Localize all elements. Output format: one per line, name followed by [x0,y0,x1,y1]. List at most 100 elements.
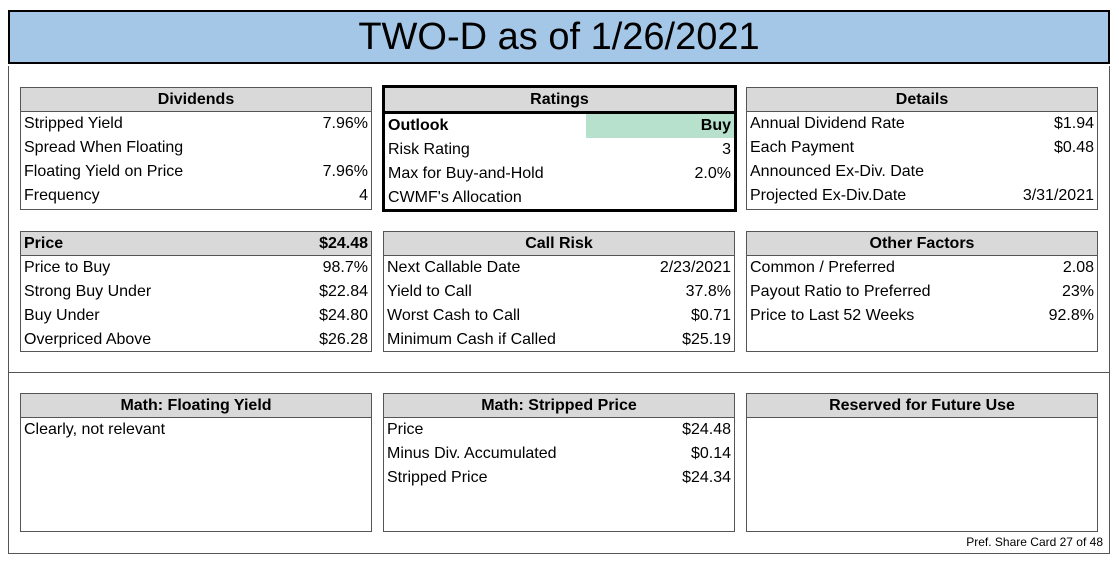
row-label: Strong Buy Under [24,283,152,300]
other-factors-panel: Other Factors Common / Preferred 2.08 Pay… [746,231,1098,352]
card-frame [8,66,1110,554]
row-value: $26.28 [319,331,368,348]
price-title-label: Price [24,234,64,252]
row-value: $24.80 [319,307,368,324]
row-label: Minimum Cash if Called [387,331,556,348]
row-value: $1.94 [1053,115,1094,132]
panel-title: Reserved for Future Use [747,394,1097,418]
price-row: Price to Buy 98.7% [21,256,371,280]
math-stripped-price-panel: Math: Stripped Price Price $24.48 Minus D… [383,393,735,532]
panel-title: Math: Stripped Price [384,394,734,418]
row-label: Next Callable Date [387,259,521,276]
row-label: Projected Ex-Div.Date [750,187,907,204]
row-label: Risk Rating [388,141,470,158]
price-title-value: $24.48 [319,234,368,252]
panel-title: Other Factors [747,232,1097,256]
panel-title: Math: Floating Yield [21,394,371,418]
panel-title: Details [747,88,1097,112]
row-label: Worst Cash to Call [387,307,521,324]
panel-title: Price $24.48 [21,232,371,256]
row-label: Price to Last 52 Weeks [750,307,915,324]
row-value: 92.8% [1048,307,1094,324]
row-label: Annual Dividend Rate [750,115,905,132]
row-label: Payout Ratio to Preferred [750,283,931,300]
math-floating-row: Clearly, not relevant [21,418,371,442]
row-value: $25.19 [682,331,731,348]
panel-title: Dividends [21,88,371,112]
other-factors-row: Price to Last 52 Weeks 92.8% [747,304,1097,328]
row-value: 23% [1061,283,1094,300]
details-row: Each Payment $0.48 [747,136,1097,160]
row-value: 2.0% [694,165,731,182]
dividends-row: Spread When Floating [21,136,371,160]
reserved-panel: Reserved for Future Use [746,393,1098,532]
row-label: CWMF's Allocation [388,189,522,206]
row-value: 2.08 [1062,259,1094,276]
row-value: 37.8% [685,283,731,300]
panel-title: Ratings [385,88,734,114]
price-row: Overpriced Above $26.28 [21,328,371,352]
other-factors-row: Payout Ratio to Preferred 23% [747,280,1097,304]
row-value: $24.48 [682,421,731,438]
dividends-row: Frequency 4 [21,184,371,208]
row-label: Yield to Call [387,283,472,300]
details-panel: Details Annual Dividend Rate $1.94 Each P… [746,87,1098,210]
row-value: $0.14 [690,445,731,462]
row-value: $0.48 [1053,139,1094,156]
other-factors-row: Common / Preferred 2.08 [747,256,1097,280]
price-row: Strong Buy Under $22.84 [21,280,371,304]
dividends-row: Floating Yield on Price 7.96% [21,160,371,184]
row-value: 98.7% [322,259,368,276]
math-stripped-row: Stripped Price $24.34 [384,466,734,490]
row-value: $0.71 [690,307,731,324]
row-label: Overpriced Above [24,331,152,348]
section-divider [8,372,1110,373]
row-label: Spread When Floating [24,139,184,156]
row-value: 7.96% [322,115,368,132]
panel-title: Call Risk [384,232,734,256]
row-value: $24.34 [682,469,731,486]
details-row: Announced Ex-Div. Date [747,160,1097,184]
details-row: Annual Dividend Rate $1.94 [747,112,1097,136]
row-value: 2/23/2021 [659,259,731,276]
card-title: TWO-D as of 1/26/2021 [8,10,1110,64]
call-risk-row: Worst Cash to Call $0.71 [384,304,734,328]
dividends-row: Stripped Yield 7.96% [21,112,371,136]
row-value: 3/31/2021 [1022,187,1094,204]
row-label: Each Payment [750,139,855,156]
call-risk-row: Yield to Call 37.8% [384,280,734,304]
row-value: $22.84 [319,283,368,300]
card-footer: Pref. Share Card 27 of 48 [966,535,1103,549]
row-label: Clearly, not relevant [24,421,166,438]
price-panel: Price $24.48 Price to Buy 98.7% Strong Buy… [20,231,372,352]
row-label: Outlook [388,117,449,134]
row-label: Buy Under [24,307,100,324]
call-risk-row: Minimum Cash if Called $25.19 [384,328,734,352]
row-value: 3 [722,141,731,158]
row-label: Minus Div. Accumulated [387,445,557,462]
row-label: Stripped Yield [24,115,123,132]
ratings-panel: Ratings Outlook Buy Risk Rating 3 Max for … [382,85,737,212]
math-stripped-row: Price $24.48 [384,418,734,442]
row-label: Stripped Price [387,469,488,486]
ratings-row-outlook: Outlook Buy [385,114,734,138]
row-label: Floating Yield on Price [24,163,184,180]
dividends-panel: Dividends Stripped Yield 7.96% Spread Whe… [20,87,372,210]
row-label: Max for Buy-and-Hold [388,165,544,182]
ratings-row: Risk Rating 3 [385,138,734,162]
row-label: Common / Preferred [750,259,895,276]
row-value: 4 [359,187,368,204]
call-risk-panel: Call Risk Next Callable Date 2/23/2021 Yi… [383,231,735,352]
row-value: 7.96% [322,163,368,180]
row-label: Price [387,421,424,438]
row-label: Announced Ex-Div. Date [750,163,925,180]
details-row: Projected Ex-Div.Date 3/31/2021 [747,184,1097,208]
ratings-row: Max for Buy-and-Hold 2.0% [385,162,734,186]
ratings-row: CWMF's Allocation [385,186,734,210]
outlook-value: Buy [586,114,734,138]
call-risk-row: Next Callable Date 2/23/2021 [384,256,734,280]
math-stripped-row: Minus Div. Accumulated $0.14 [384,442,734,466]
price-row: Buy Under $24.80 [21,304,371,328]
row-label: Frequency [24,187,100,204]
row-label: Price to Buy [24,259,111,276]
